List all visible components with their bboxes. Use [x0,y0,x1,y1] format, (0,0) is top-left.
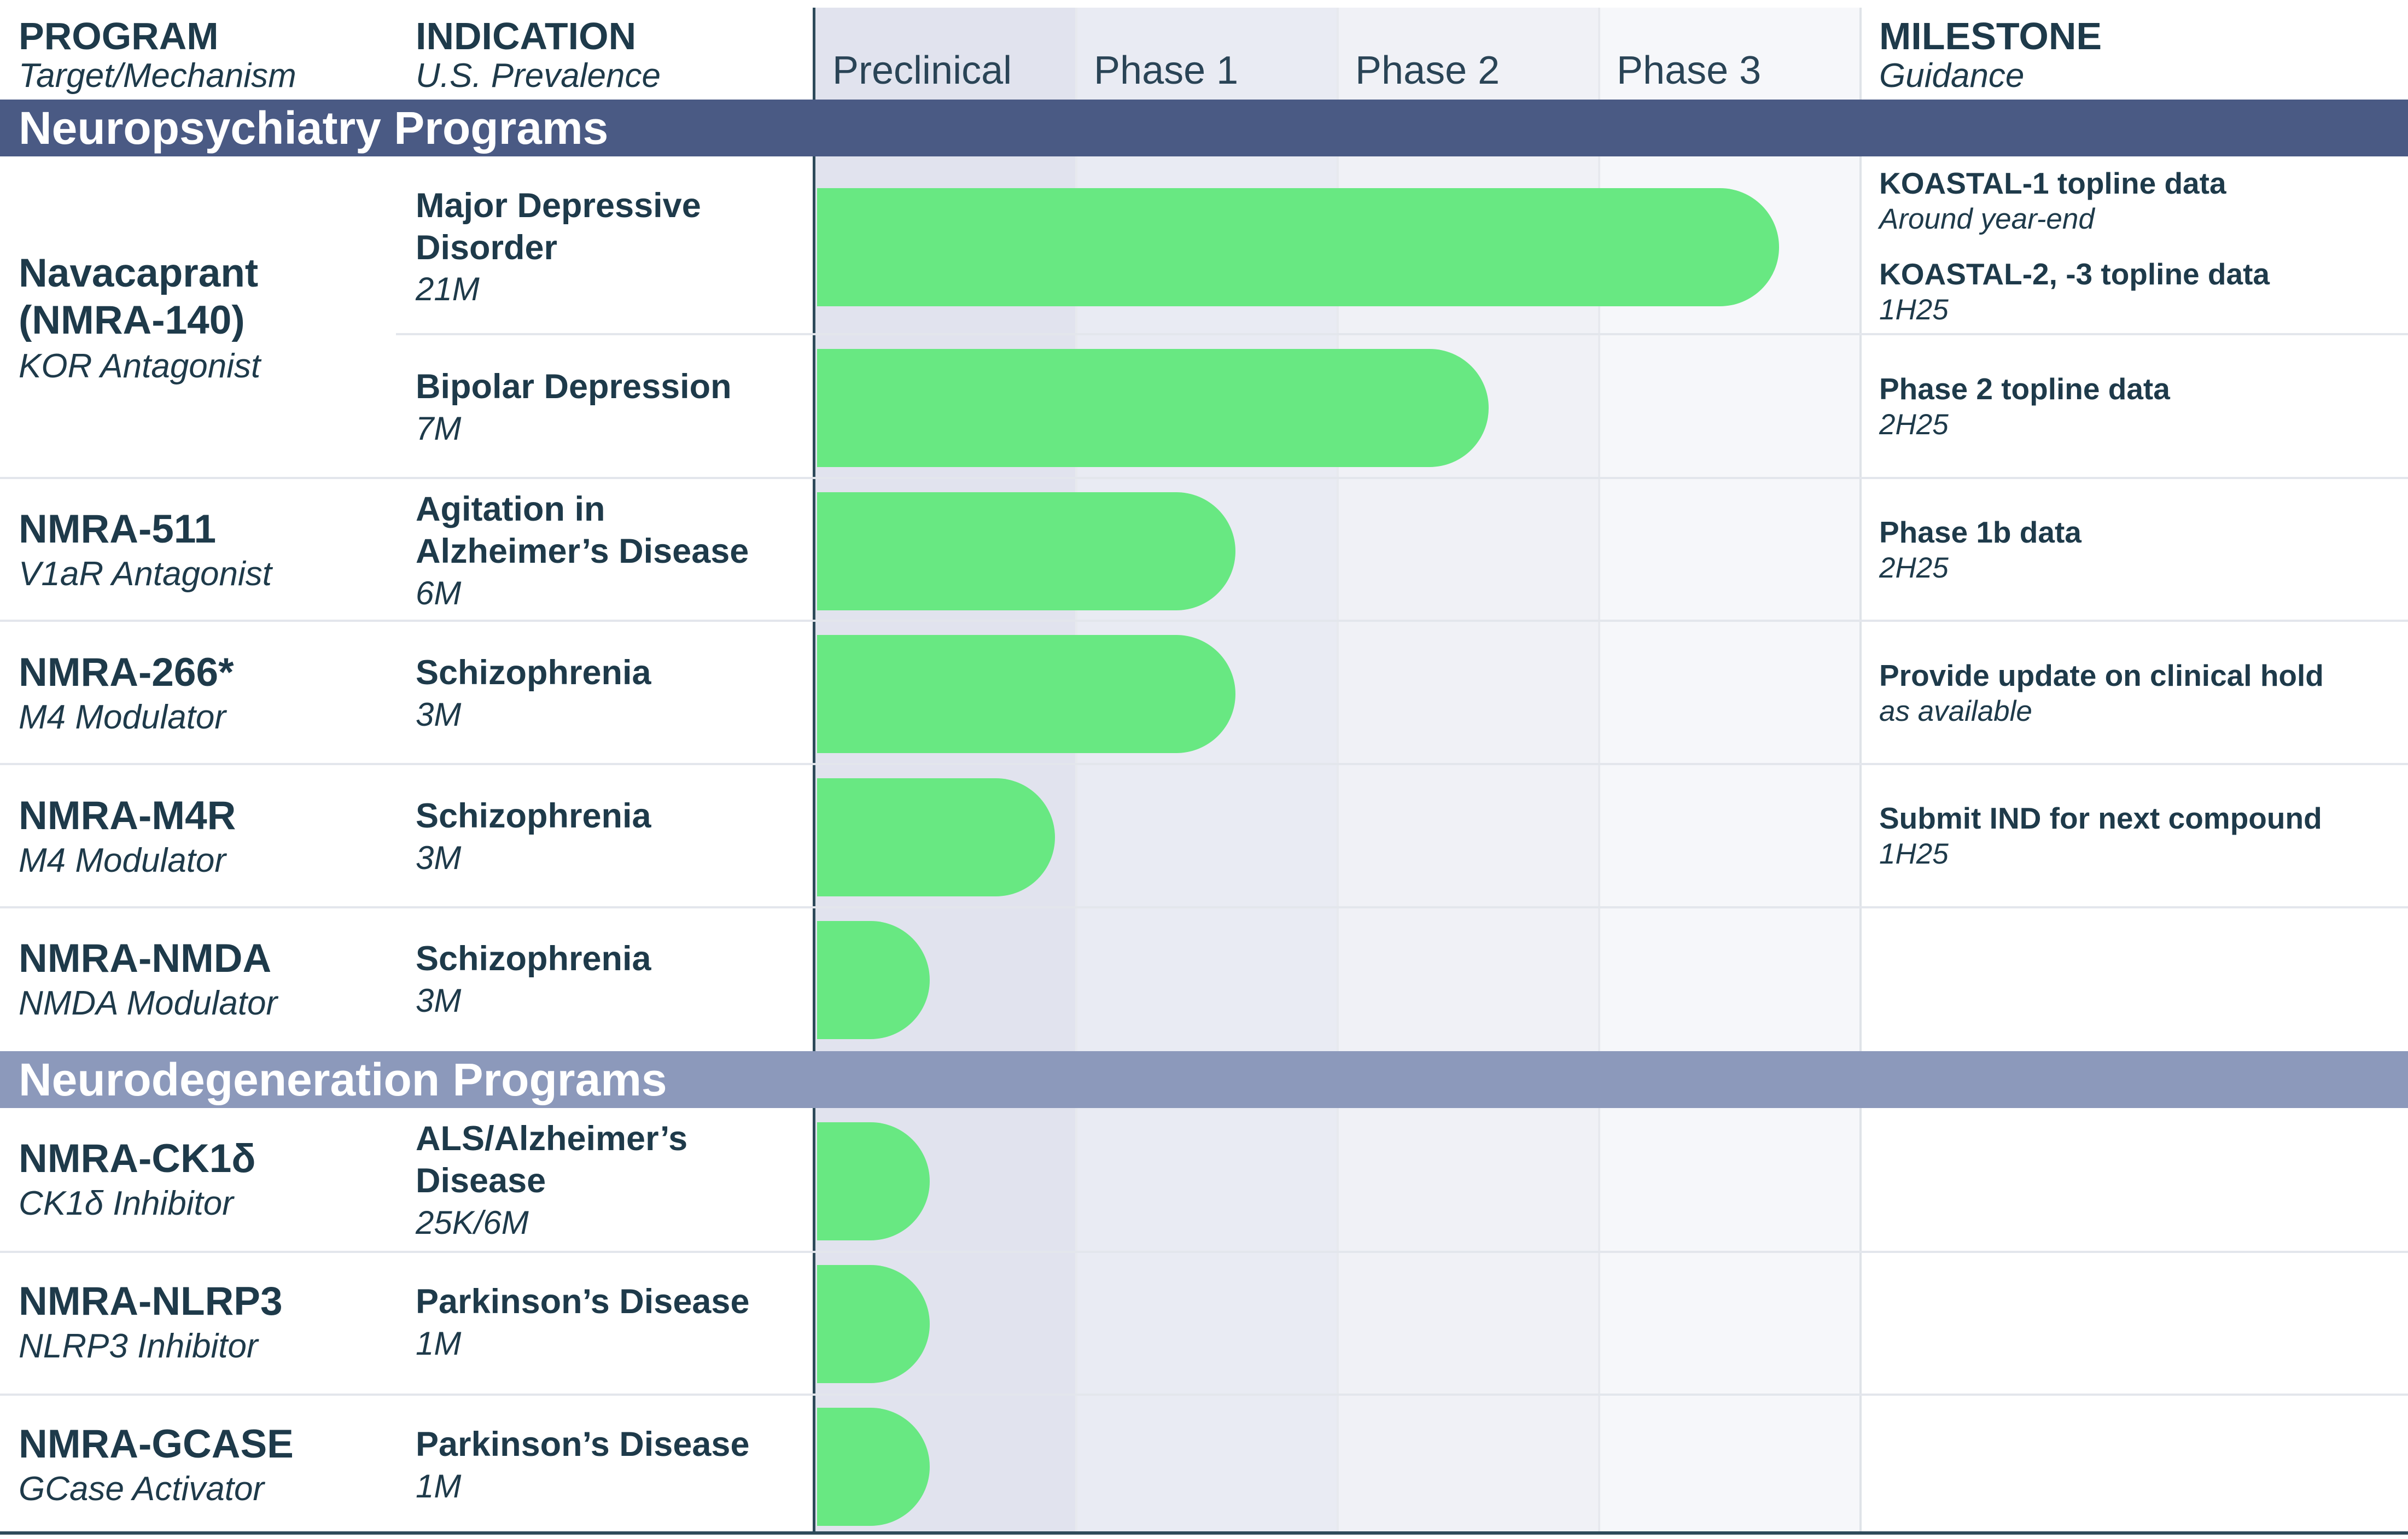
program-name: NMRA-266* [19,650,234,695]
header-indication: INDICATION [416,15,637,57]
milestone-timing: 1H25 [1879,838,1949,870]
progress-bar-nmra-266 [817,635,1235,753]
row-separator [0,1251,2408,1253]
indication-name: Schizophrenia [416,940,651,978]
row-separator [0,620,2408,622]
progress-bar-agitation-alzheimers [817,492,1235,610]
section-neurodegeneration: Neurodegeneration Programs [0,1051,2408,1108]
header-program: PROGRAM [19,15,219,57]
indication-name: Bipolar Depression [416,368,732,406]
program-name: NMRA-M4R [19,794,236,838]
program-name: NMRA-NMDA [19,936,272,981]
program-mechanism: M4 Modulator [19,698,226,736]
milestone-timing: 2H25 [1879,409,1949,441]
indication-prevalence: 7M [416,410,462,447]
gridline-phase3 [1598,8,1600,1534]
header-indication-sub: U.S. Prevalence [416,57,661,95]
milestone-timing: 2H25 [1879,552,1949,584]
program-mechanism: V1aR Antagonist [19,555,272,593]
indication-name: Parkinson’s Disease [416,1425,750,1464]
indication-prevalence: 1M [416,1325,462,1362]
program-mechanism: M4 Modulator [19,842,226,879]
progress-bar-mdd [817,188,1779,306]
program-name: NMRA-511 [19,507,217,551]
indication-name: Parkinson’s Disease [416,1282,750,1321]
program-name: NMRA-GCASE [19,1422,294,1466]
program-mechanism: GCase Activator [19,1470,265,1508]
row-separator [0,763,2408,765]
progress-bar-nmra-ck1d [817,1122,930,1240]
row-separator [0,477,2408,479]
indication-name: ALS/Alzheimer’s [416,1120,688,1158]
gridline-phase-start [813,8,815,1534]
row-separator [396,333,2408,335]
header-phase1: Phase 1 [1094,49,1239,92]
indication-name-line2: Disease [416,1162,546,1200]
program-mechanism: NMDA Modulator [19,984,278,1022]
progress-bar-bipolar [817,349,1489,467]
milestone-title: KOASTAL-1 topline data [1879,166,2226,200]
indication-prevalence: 3M [416,982,462,1019]
milestone-timing: Around year-end [1879,203,2095,235]
program-mechanism: NLRP3 Inhibitor [19,1327,258,1365]
program-name: Navacaprant [19,251,259,295]
milestone-title: KOASTAL-2, -3 topline data [1879,257,2270,291]
indication-prevalence: 3M [416,840,462,876]
program-mechanism: KOR Antagonist [19,347,261,385]
program-name-line2: (NMRA-140) [19,298,245,342]
indication-prevalence: 3M [416,696,462,733]
section-neuropsychiatry: Neuropsychiatry Programs [0,100,2408,156]
indication-name-line2: Alzheimer’s Disease [416,532,749,570]
header-milestone: MILESTONE [1879,15,2102,57]
row-separator [0,906,2408,908]
progress-bar-nmra-nmda [817,921,930,1039]
progress-bar-nmra-gcase [817,1408,930,1526]
indication-prevalence: 1M [416,1468,462,1505]
indication-name: Schizophrenia [416,654,651,692]
indication-name: Schizophrenia [416,797,651,835]
progress-bar-nmra-m4r [817,778,1055,896]
milestone-title: Phase 1b data [1879,515,2082,549]
indication-prevalence: 21M [416,271,480,307]
program-name: NMRA-NLRP3 [19,1279,283,1324]
indication-name: Agitation in [416,490,605,528]
indication-name: Major Depressive [416,186,701,225]
gridline-phase1 [1075,8,1077,1534]
milestone-title: Provide update on clinical hold [1879,658,2324,692]
indication-name-line2: Disorder [416,229,558,267]
header-milestone-sub: Guidance [1879,57,2025,95]
program-name: NMRA-CK1δ [19,1136,256,1181]
program-mechanism: CK1δ Inhibitor [19,1185,234,1222]
milestone-title: Submit IND for next compound [1879,801,2322,835]
progress-bar-nmra-nlrp3 [817,1265,930,1383]
milestone-timing: 1H25 [1879,294,1949,326]
indication-prevalence: 6M [416,575,462,611]
row-separator [0,1394,2408,1396]
header-program-sub: Target/Mechanism [19,57,296,95]
table-bottom-border [0,1531,2408,1535]
gridline-phase2 [1337,8,1339,1534]
milestone-timing: as available [1879,695,2032,727]
indication-prevalence: 25K/6M [416,1204,529,1241]
header-preclinical: Preclinical [832,49,1012,92]
header-phase3: Phase 3 [1617,49,1762,92]
milestone-title: Phase 2 topline data [1879,372,2170,406]
gridline-milestone [1859,8,1862,1534]
header-phase2: Phase 2 [1355,49,1500,92]
